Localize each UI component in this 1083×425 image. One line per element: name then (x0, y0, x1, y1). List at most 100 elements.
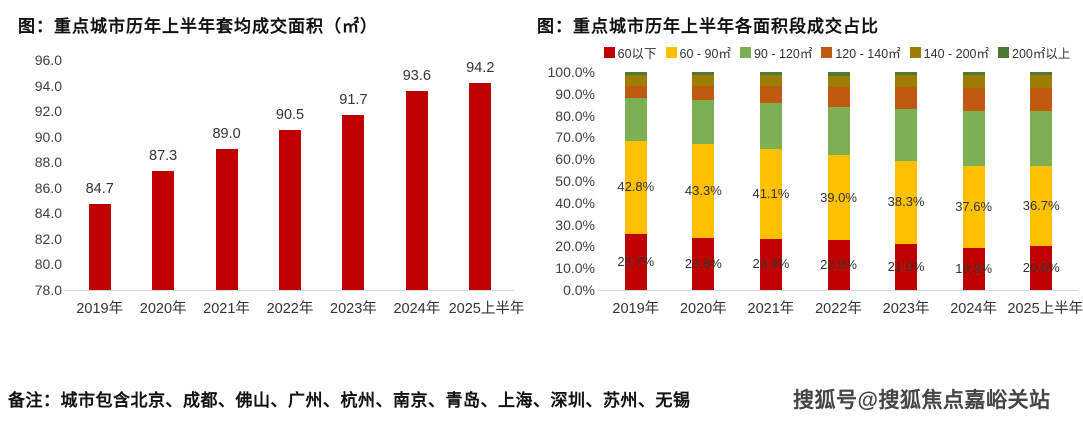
left-chart-x-axis-line (64, 290, 514, 291)
bar-value-label: 90.5 (275, 107, 305, 124)
left-x-tick-label: 2024年 (393, 301, 441, 317)
right-chart-title: 图：重点城市历年上半年各面积段成交占比 (537, 17, 879, 36)
bar-segment (692, 238, 715, 290)
legend-item: 200㎡以上 (998, 43, 1070, 62)
left-x-tick-label: 2021年 (203, 301, 250, 317)
segment-value-label: 23.8% (684, 256, 722, 272)
legend-swatch (821, 47, 833, 58)
bar (215, 149, 238, 290)
bar-segment (962, 75, 985, 89)
right-y-tick-label: 30.0% (555, 216, 595, 233)
segment-value-label: 42.8% (617, 179, 655, 195)
bar-segment (962, 247, 985, 290)
bar-segment (1030, 75, 1053, 89)
left-x-tick-label: 2023年 (330, 301, 377, 317)
segment-value-label: 41.1% (752, 186, 790, 202)
bar-segment (827, 87, 850, 107)
bar-segment (624, 72, 647, 76)
right-y-tick-label: 70.0% (555, 129, 595, 146)
bar-segment (962, 111, 985, 166)
left-y-tick-label: 80.0 (34, 256, 62, 273)
bar-segment (1030, 246, 1053, 290)
bar-segment (895, 72, 918, 76)
left-y-tick-label: 84.0 (34, 205, 62, 222)
legend-swatch (739, 47, 751, 58)
left-x-tick-label: 2025上半年 (448, 301, 525, 317)
segment-value-label: 38.3% (887, 194, 925, 210)
bar-segment (624, 233, 647, 290)
bar-segment (624, 75, 647, 87)
right-x-tick-label: 2024年 (950, 301, 997, 317)
segment-value-label: 20.0% (1022, 260, 1060, 276)
right-y-tick-label: 40.0% (555, 194, 595, 211)
segment-value-label: 22.8% (820, 257, 857, 273)
bar (342, 114, 365, 290)
segment-value-label: 37.6% (955, 198, 993, 214)
right-chart-x-axis-line (598, 290, 1078, 291)
segment-value-label: 25.7% (617, 253, 655, 269)
right-y-tick-label: 90.0% (555, 85, 595, 102)
bar-segment (827, 155, 850, 241)
right-x-tick-label: 2019年 (612, 301, 660, 317)
legend-label: 60 - 90㎡ (679, 47, 731, 61)
legend-item: 140 - 200㎡ (909, 43, 989, 62)
legend-swatch (909, 47, 921, 58)
bar-segment (692, 86, 715, 101)
bar-segment (827, 72, 850, 77)
bar-segment (895, 109, 918, 161)
bar-value-label: 93.6 (402, 67, 431, 84)
bar-segment (895, 160, 918, 245)
bar (88, 204, 111, 290)
bar-segment (1030, 166, 1053, 247)
right-x-tick-label: 2020年 (679, 301, 727, 317)
bar-segment (759, 72, 782, 76)
bar-segment (895, 87, 918, 110)
bar-segment (962, 72, 985, 76)
bar-value-label: 87.3 (149, 148, 178, 165)
segment-value-label: 21.0% (887, 259, 925, 275)
legend-swatch (998, 47, 1009, 58)
bar-segment (624, 98, 647, 141)
right-y-tick-label: 0.0% (563, 282, 595, 298)
legend-label: 200㎡以上 (1012, 47, 1071, 61)
right-y-tick-label: 80.0% (555, 107, 595, 124)
bar-segment (624, 86, 647, 99)
bar-value-label: 94.2 (466, 60, 495, 76)
bar-segment (827, 76, 850, 88)
bar-segment (895, 244, 918, 290)
legend-label: 140 - 200㎡ (923, 47, 989, 61)
bar-segment (692, 72, 715, 76)
bar (405, 90, 428, 290)
right-y-tick-label: 20.0% (555, 238, 595, 255)
right-x-tick-label: 2025上半年 (1007, 301, 1083, 317)
bar-segment (692, 75, 715, 87)
bar-value-label: 91.7 (339, 91, 368, 108)
bar-segment (624, 140, 647, 234)
bar-segment (759, 86, 782, 103)
legend-label: 120 - 140㎡ (835, 47, 901, 61)
left-y-tick-label: 88.0 (34, 154, 62, 171)
legend-swatch (665, 47, 677, 58)
note-text: 备注：城市包含北京、成都、佛山、广州、杭州、南京、青岛、上海、深圳、苏州、无锡 (8, 391, 691, 410)
legend-item: 90 - 120㎡ (739, 43, 812, 62)
left-y-tick-label: 90.0 (34, 128, 62, 145)
segment-value-label: 19.3% (955, 260, 993, 276)
segment-value-label: 43.3% (684, 182, 722, 198)
left-x-tick-label: 2019年 (76, 301, 124, 317)
left-y-tick-label: 82.0 (34, 230, 62, 247)
left-x-tick-label: 2022年 (266, 301, 314, 317)
bar-segment (1030, 111, 1053, 167)
right-y-tick-label: 100.0% (547, 64, 595, 80)
right-y-tick-label: 60.0% (555, 151, 595, 168)
segment-value-label: 39.0% (820, 189, 857, 205)
bar-segment (1030, 72, 1053, 76)
right-x-tick-label: 2021年 (747, 301, 795, 317)
left-y-tick-label: 86.0 (34, 179, 62, 196)
left-x-tick-label: 2020年 (139, 301, 187, 317)
bar-segment (759, 75, 782, 87)
right-y-tick-label: 10.0% (555, 260, 595, 277)
bar-segment (962, 88, 985, 112)
bar (279, 130, 301, 290)
bar-segment (827, 240, 850, 290)
